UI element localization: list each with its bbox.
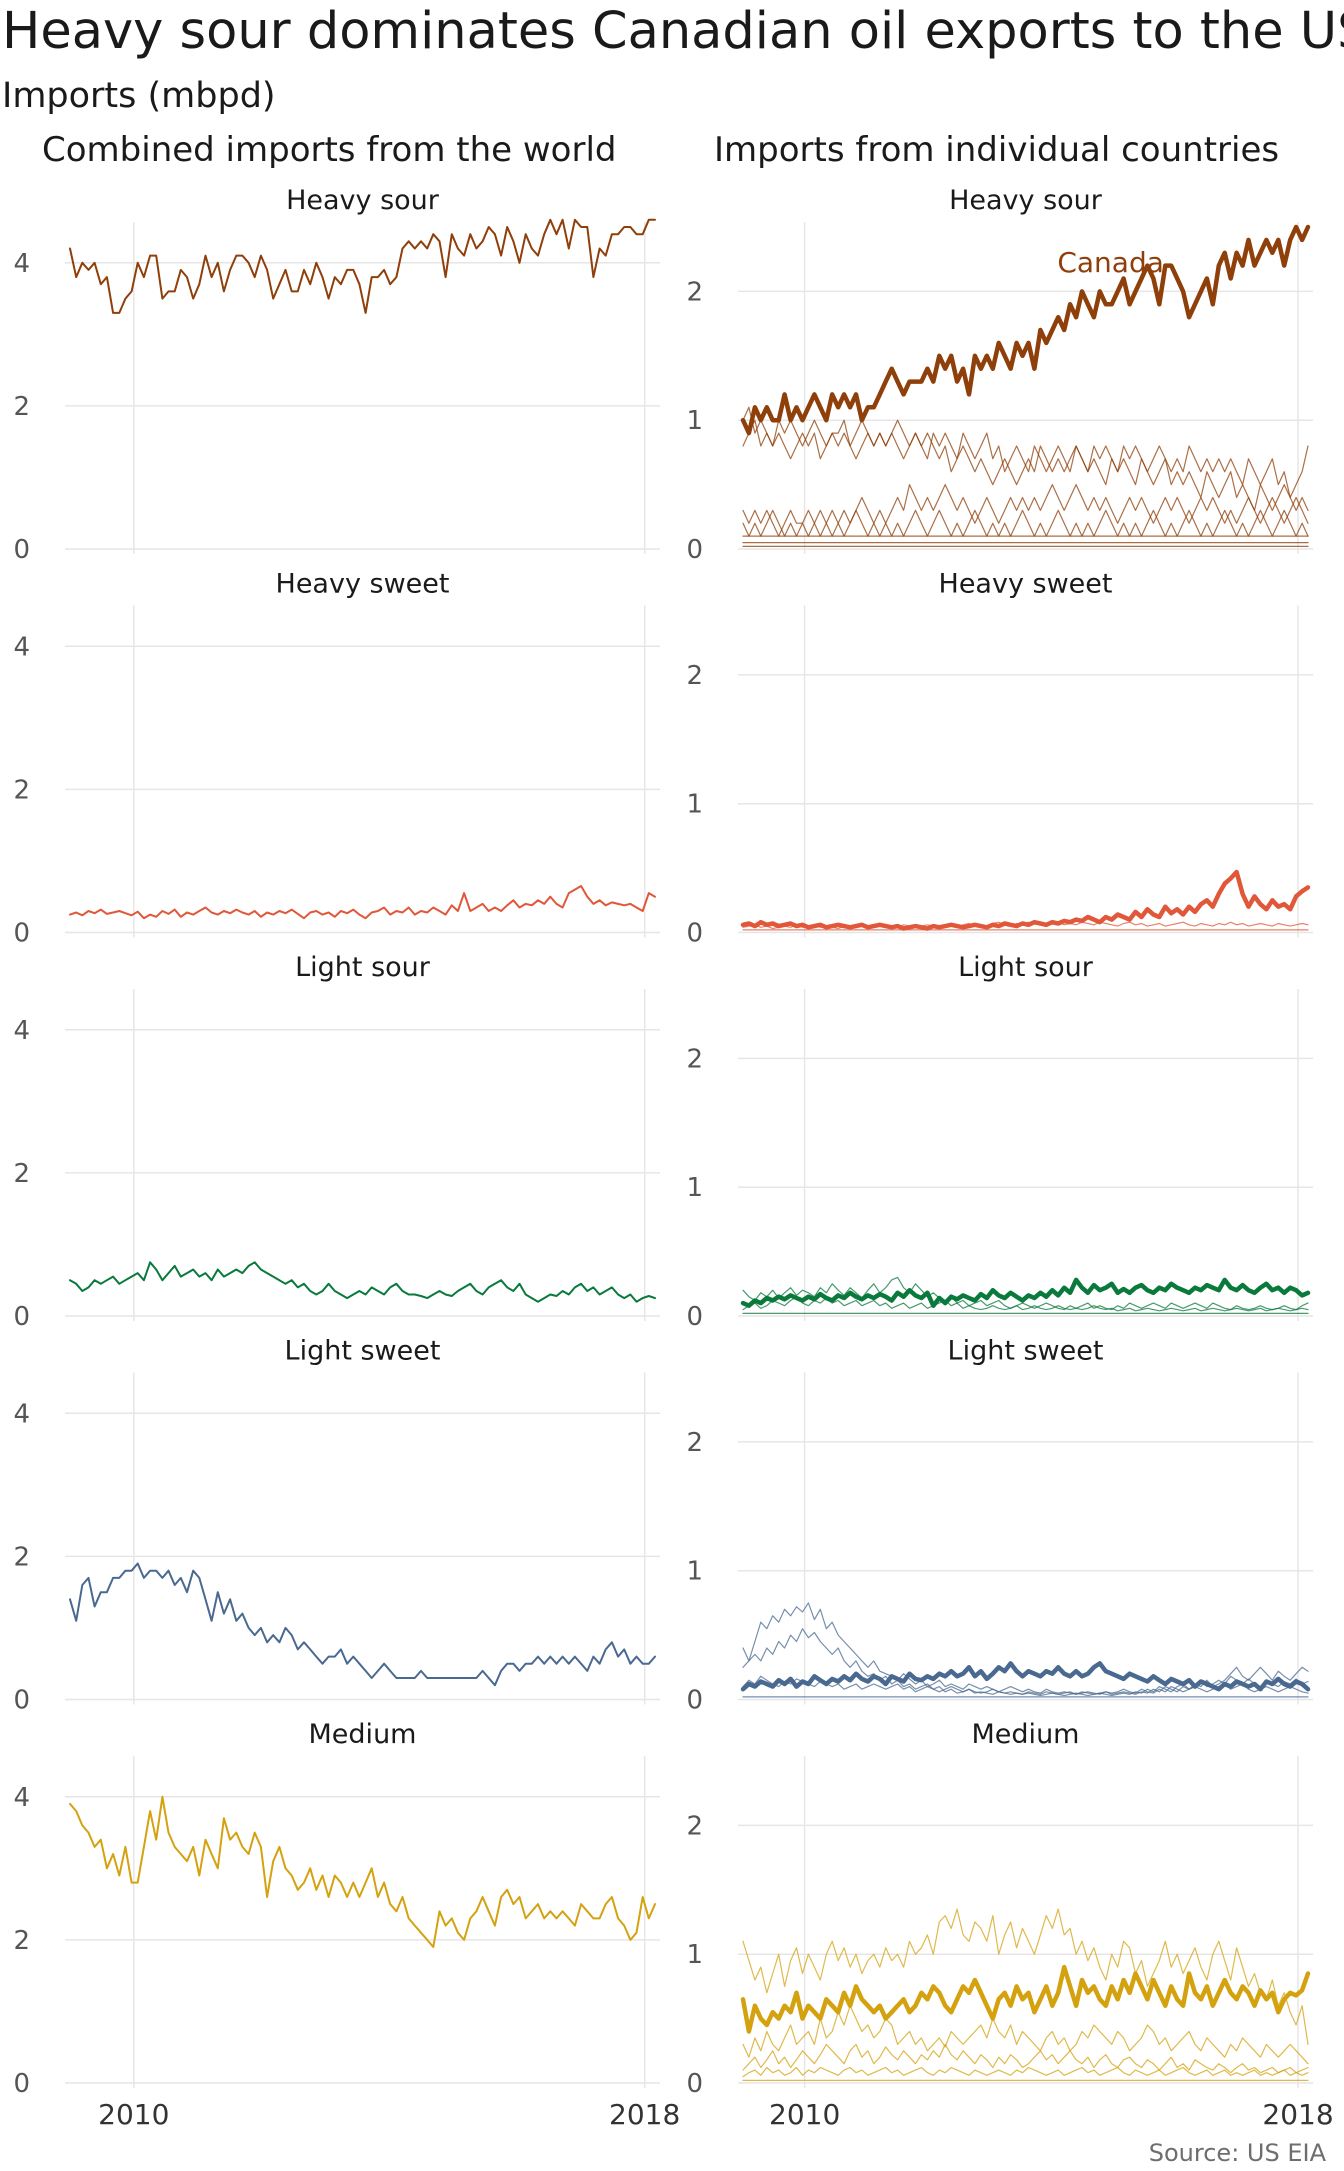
facet-label-heavy-sour-countries: Heavy sour: [949, 185, 1103, 216]
y-tick-label-medium-world: 4: [13, 1783, 30, 1813]
y-tick-label-heavy-sweet-countries: 0: [686, 919, 703, 949]
facet-label-light-sweet-countries: Light sweet: [948, 1336, 1104, 1367]
y-tick-label-heavy-sweet-countries: 2: [686, 661, 703, 691]
column-header-left: Combined imports from the world: [42, 130, 617, 170]
facet-label-heavy-sour-world: Heavy sour: [286, 185, 440, 216]
facet-label-light-sour-countries: Light sour: [958, 952, 1094, 983]
y-tick-label-light-sour-countries: 0: [686, 1302, 703, 1332]
x-tick-label-medium-world: 2018: [609, 2098, 680, 2131]
y-tick-label-light-sour-world: 2: [13, 1159, 30, 1189]
y-tick-label-light-sweet-world: 0: [13, 1686, 30, 1716]
chart-subtitle: Imports (mbpd): [2, 76, 276, 116]
y-tick-label-light-sweet-countries: 2: [686, 1428, 703, 1458]
series-line-country-2-medium-countries: [742, 2043, 1309, 2074]
series-line-country-0-light-sour-countries: [742, 1276, 1309, 1312]
series-line-country-0-heavy-sour-countries: [742, 406, 1309, 511]
facet-label-heavy-sweet-world: Heavy sweet: [276, 569, 450, 600]
y-tick-label-medium-world: 0: [13, 2069, 30, 2099]
series-line-country-3-light-sour-countries: [740, 1277, 1311, 1308]
column-header-right: Imports from individual countries: [714, 130, 1280, 170]
series-line-country-0-medium-countries: [742, 1908, 1309, 2046]
source-note: Source: US EIA: [1148, 2139, 1326, 2167]
y-tick-label-heavy-sour-world: 2: [13, 392, 30, 422]
y-tick-label-heavy-sour-countries: 2: [686, 277, 703, 307]
x-tick-label-medium-world: 2010: [98, 2098, 169, 2131]
facet-label-light-sweet-world: Light sweet: [285, 1336, 441, 1367]
y-tick-label-heavy-sour-world: 0: [13, 535, 30, 565]
series-line-country-1-medium-countries: [742, 2005, 1309, 2065]
series-line-country-4-light-sweet-countries: [740, 1661, 1311, 1692]
series-line-world-heavy-sweet-world: [69, 885, 656, 920]
y-tick-label-heavy-sour-countries: 0: [686, 535, 703, 565]
series-line-country-1-light-sour-countries: [742, 1296, 1309, 1311]
x-tick-label-medium-countries: 2010: [769, 2098, 840, 2131]
facet-label-light-sour-world: Light sour: [295, 952, 431, 983]
series-line-country-2-heavy-sour-countries: [742, 484, 1309, 537]
y-tick-label-medium-countries: 2: [686, 1811, 703, 1841]
series-line-world-medium-world: [69, 1795, 656, 1948]
y-tick-label-light-sour-world: 0: [13, 1302, 30, 1332]
series-line-canada-heavy-sour-countries: [740, 224, 1311, 436]
y-tick-label-light-sour-world: 4: [13, 1016, 30, 1046]
facet-label-heavy-sweet-countries: Heavy sweet: [939, 569, 1113, 600]
facet-label-medium-world: Medium: [309, 1719, 417, 1750]
series-line-country-1-heavy-sour-countries: [742, 419, 1309, 499]
series-line-country-3-heavy-sour-countries: [742, 509, 1309, 537]
y-tick-label-heavy-sour-world: 4: [13, 249, 30, 279]
series-line-country-5-medium-countries: [740, 1964, 1311, 2034]
facet-label-medium-countries: Medium: [972, 1719, 1080, 1750]
y-tick-label-medium-countries: 0: [686, 2069, 703, 2099]
y-tick-label-light-sour-countries: 1: [686, 1173, 703, 1203]
chart-title: Heavy sour dominates Canadian oil export…: [2, 2, 1344, 61]
series-line-world-heavy-sour-world: [69, 218, 656, 314]
series-line-world-light-sweet-world: [69, 1562, 656, 1687]
y-tick-label-heavy-sweet-world: 2: [13, 775, 30, 805]
y-tick-label-light-sweet-world: 4: [13, 1399, 30, 1429]
y-tick-label-light-sour-countries: 2: [686, 1044, 703, 1074]
y-tick-label-medium-world: 2: [13, 1926, 30, 1956]
y-tick-label-light-sweet-world: 2: [13, 1542, 30, 1572]
y-tick-label-medium-countries: 1: [686, 1940, 703, 1970]
x-tick-label-medium-countries: 2018: [1262, 2098, 1333, 2131]
annotation-canada: Canada: [1057, 246, 1164, 279]
y-tick-label-light-sweet-countries: 0: [686, 1686, 703, 1716]
y-tick-label-heavy-sweet-countries: 1: [686, 790, 703, 820]
series-line-country-3-medium-countries: [742, 2066, 1309, 2078]
y-tick-label-heavy-sour-countries: 1: [686, 406, 703, 436]
series-line-world-light-sour-world: [69, 1261, 656, 1303]
series-line-country-2-heavy-sweet-countries: [740, 869, 1311, 931]
y-tick-label-light-sweet-countries: 1: [686, 1557, 703, 1587]
y-tick-label-heavy-sweet-world: 4: [13, 632, 30, 662]
y-tick-label-heavy-sweet-world: 0: [13, 919, 30, 949]
